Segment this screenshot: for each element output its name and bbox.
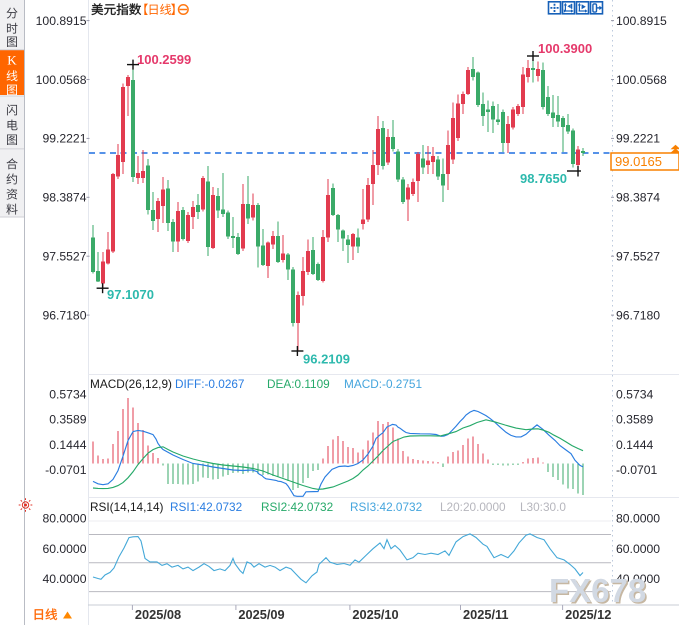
svg-text:100.0568: 100.0568 <box>616 73 667 87</box>
svg-text:2025/12: 2025/12 <box>565 607 611 622</box>
svg-text:60.0000: 60.0000 <box>616 542 660 556</box>
svg-text:K: K <box>7 53 17 68</box>
svg-text:100.0568: 100.0568 <box>36 73 87 87</box>
svg-text:-0.0701: -0.0701 <box>45 463 87 477</box>
svg-text:0.1444: 0.1444 <box>49 438 86 452</box>
svg-text:96.2109: 96.2109 <box>303 352 350 367</box>
svg-text:0.5734: 0.5734 <box>49 387 86 401</box>
svg-text:98.3874: 98.3874 <box>42 191 86 205</box>
svg-text:RSI1:42.0732: RSI1:42.0732 <box>170 500 242 514</box>
svg-text:2025/09: 2025/09 <box>238 607 284 622</box>
svg-text:100.8915: 100.8915 <box>616 14 667 28</box>
svg-text:98.3874: 98.3874 <box>616 191 660 205</box>
svg-text:40.0000: 40.0000 <box>42 572 86 586</box>
svg-text:60.0000: 60.0000 <box>42 542 86 556</box>
svg-text:2025/11: 2025/11 <box>463 607 509 622</box>
svg-text:MACD(26,12,9): MACD(26,12,9) <box>90 377 172 391</box>
svg-text:99.0165: 99.0165 <box>615 154 662 169</box>
svg-text:99.2221: 99.2221 <box>42 132 86 146</box>
svg-text:97.5527: 97.5527 <box>616 250 660 264</box>
svg-text:99.2221: 99.2221 <box>616 132 660 146</box>
svg-text:97.5527: 97.5527 <box>42 250 86 264</box>
svg-text:96.7180: 96.7180 <box>42 308 86 322</box>
svg-text:2025/10: 2025/10 <box>352 607 398 622</box>
svg-text:0.5734: 0.5734 <box>616 387 653 401</box>
svg-text:RSI(14,14,14): RSI(14,14,14) <box>90 500 164 514</box>
svg-text:RSI2:42.0732: RSI2:42.0732 <box>261 500 333 514</box>
svg-text:0.3589: 0.3589 <box>616 413 653 427</box>
svg-text:2025/08: 2025/08 <box>135 607 181 622</box>
svg-text:L30:30.0: L30:30.0 <box>520 500 566 514</box>
svg-text:40.0000: 40.0000 <box>616 572 660 586</box>
svg-text:0.1444: 0.1444 <box>616 438 653 452</box>
svg-text:80.0000: 80.0000 <box>42 512 86 526</box>
svg-text:DEA:0.1109: DEA:0.1109 <box>267 377 330 391</box>
svg-text:MACD:-0.2751: MACD:-0.2751 <box>344 377 422 391</box>
svg-text:DIFF:-0.0267: DIFF:-0.0267 <box>175 377 245 391</box>
svg-text:0.3589: 0.3589 <box>49 413 86 427</box>
svg-text:FX678: FX678 <box>549 572 646 609</box>
svg-text:97.1070: 97.1070 <box>107 287 154 302</box>
svg-text:100.8915: 100.8915 <box>36 14 87 28</box>
svg-text:100.3900: 100.3900 <box>538 41 592 56</box>
svg-text:96.7180: 96.7180 <box>616 308 660 322</box>
svg-text:80.0000: 80.0000 <box>616 512 660 526</box>
svg-text:-0.0701: -0.0701 <box>616 463 658 477</box>
svg-text:98.7650: 98.7650 <box>520 171 567 186</box>
svg-text:RSI3:42.0732: RSI3:42.0732 <box>350 500 422 514</box>
svg-text:100.2599: 100.2599 <box>137 52 191 67</box>
svg-text:L20:20.0000: L20:20.0000 <box>440 500 506 514</box>
